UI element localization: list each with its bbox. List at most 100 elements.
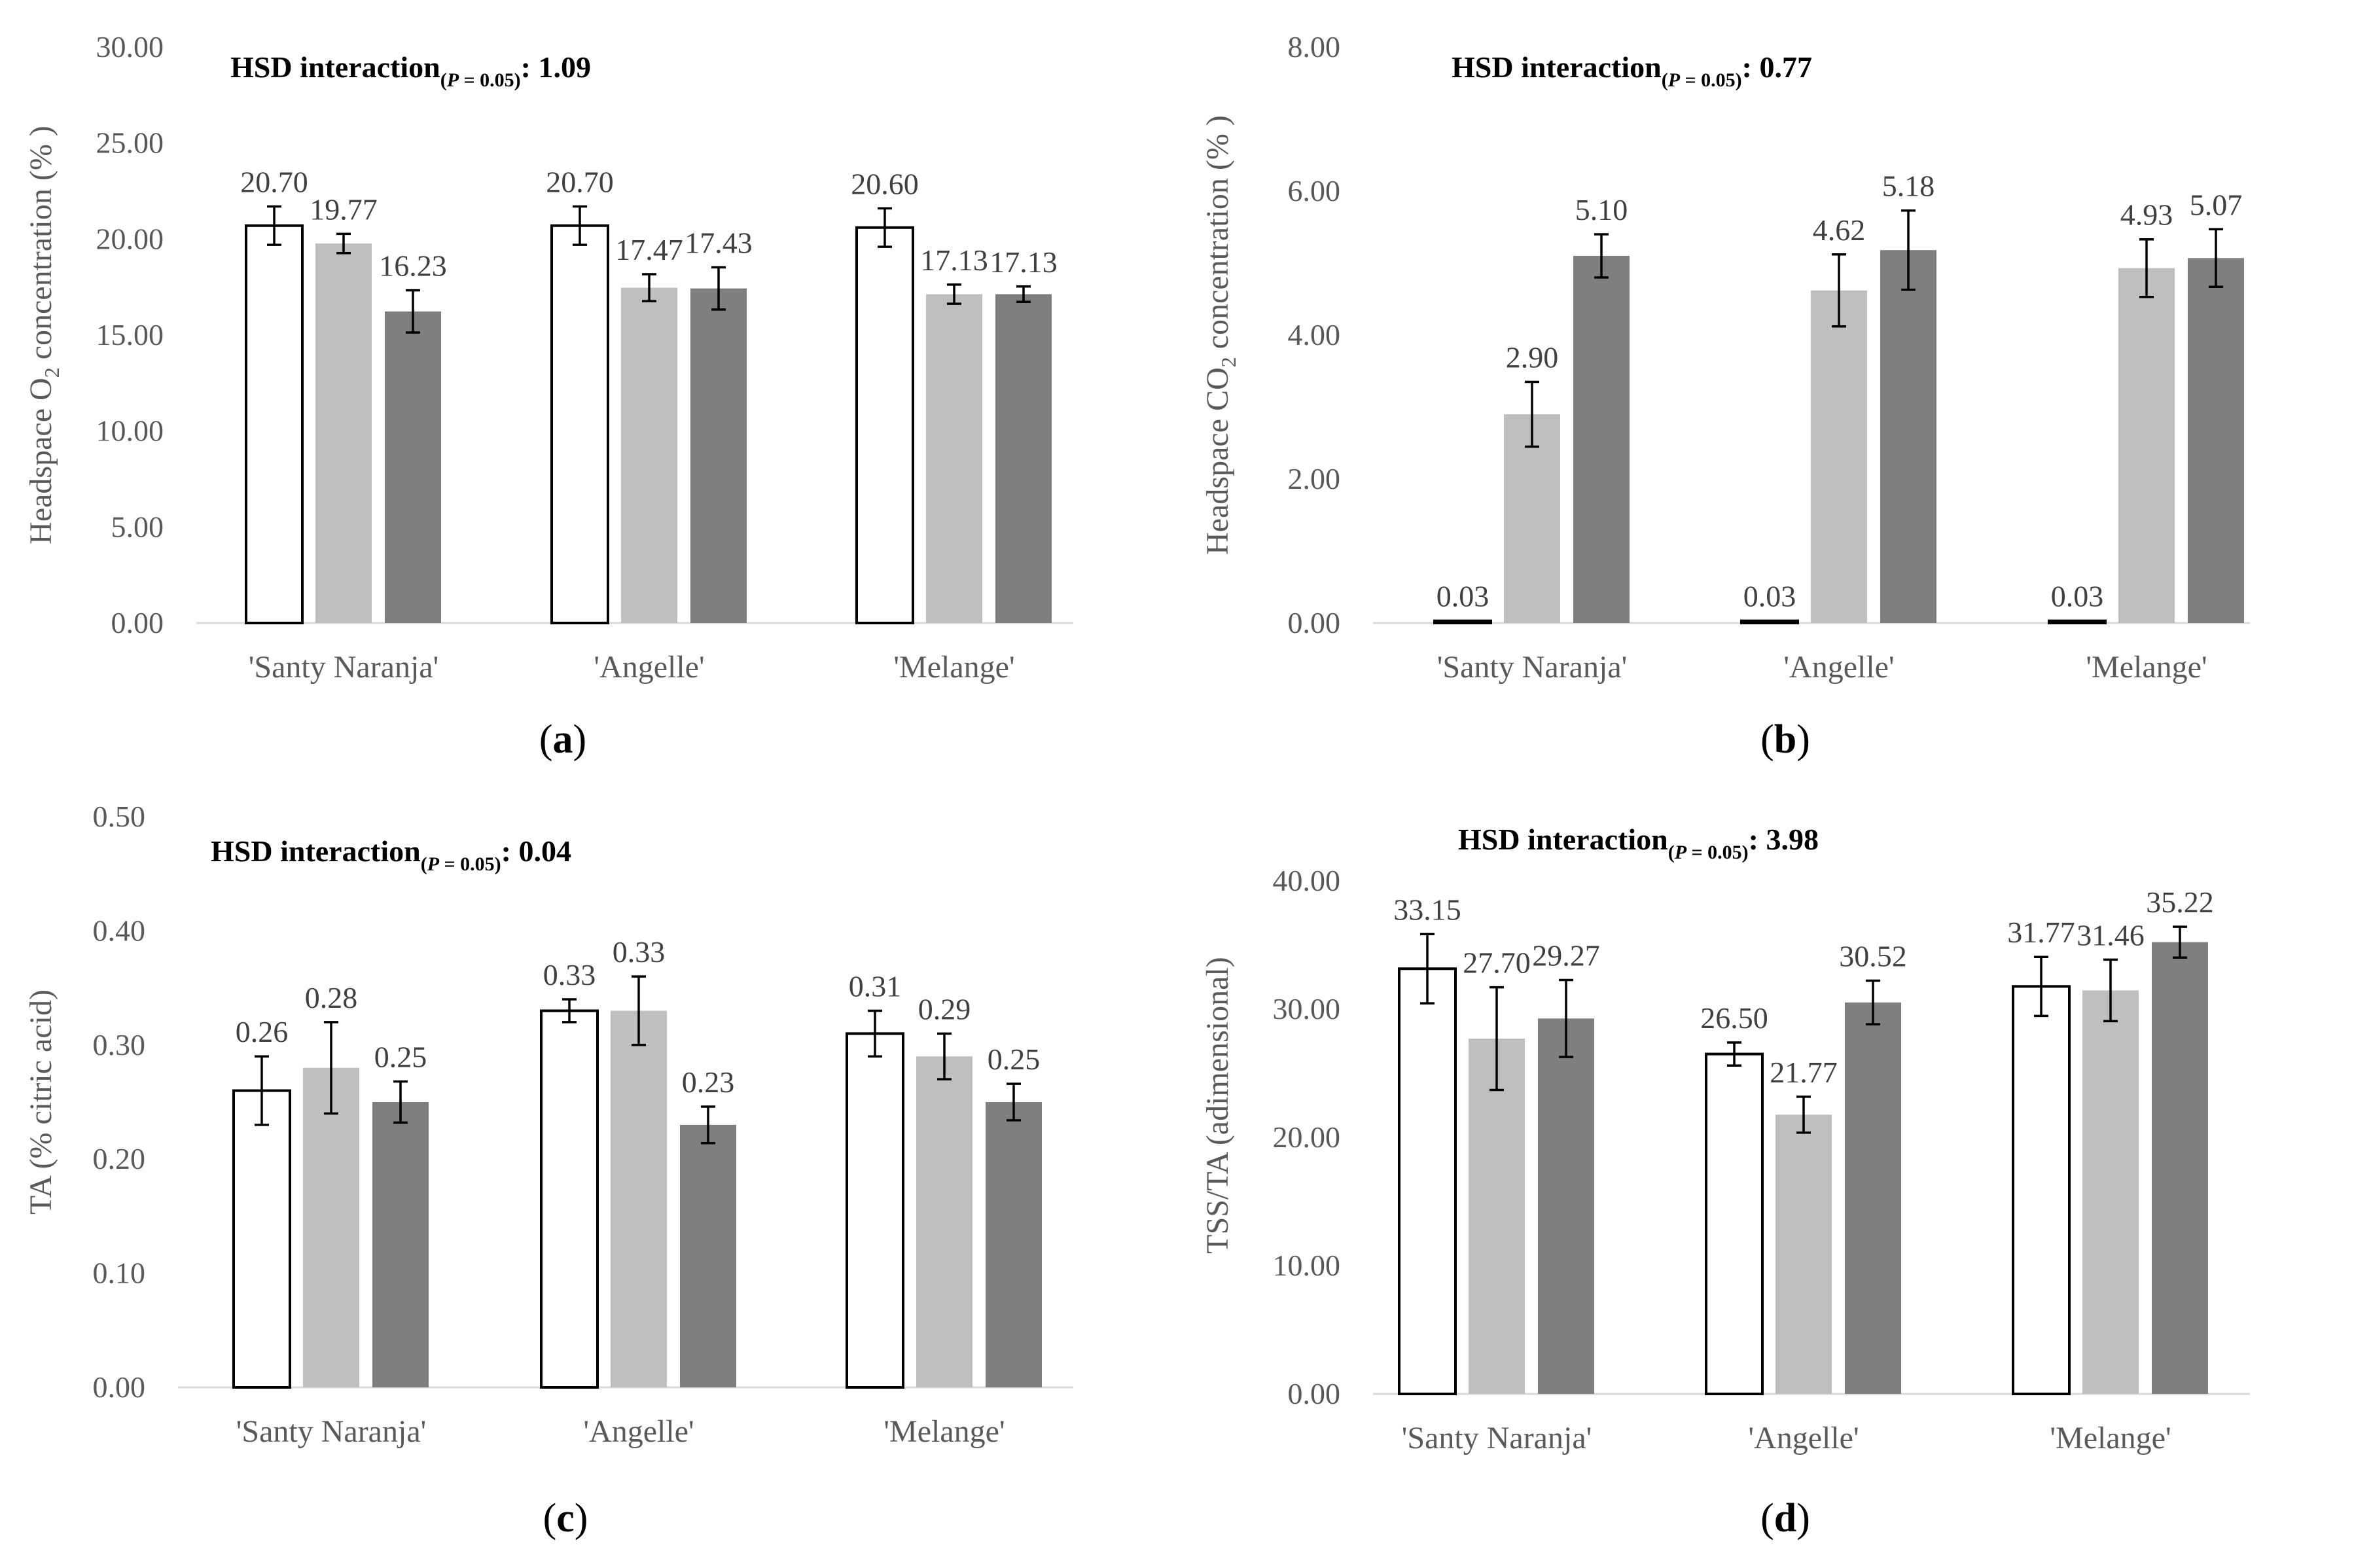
x-category-label: 'Santy Naranja'	[236, 1414, 427, 1449]
error-bar	[868, 1009, 882, 1058]
x-category-label: 'Angelle'	[594, 650, 704, 685]
bar-series-1-2	[855, 226, 914, 624]
data-label: 29.27	[1532, 939, 1600, 972]
y-tick-label: 6.00	[1288, 174, 1341, 207]
error-bar	[324, 1021, 338, 1115]
data-label: 20.70	[240, 165, 308, 198]
y-tick-label: 40.00	[1273, 864, 1341, 897]
panel-caption-a: (a)	[539, 717, 587, 762]
chart-svg-a: 0.00 5.00 10.00 15.00 20.00 25.00 30.00 Headspa…	[24, 30, 1073, 685]
chart-svg-d: 0.00 10.00 20.00 30.00 40.00 TSS/TA (adimensi…	[1200, 823, 2250, 1455]
data-label: 0.25	[374, 1041, 427, 1074]
bar-series-1-0	[245, 224, 304, 624]
data-label: 31.77	[2007, 916, 2075, 949]
bars: 20.70 20.70 20.60 19.77 17.47 17.13 16.23 17.43…	[240, 165, 1058, 624]
y-tick-label: 4.00	[1288, 318, 1341, 351]
data-label: 33.15	[1393, 893, 1461, 926]
chart-svg-b: 0.00 2.00 4.00 6.00 8.00 Headspace CO2 concen…	[1200, 30, 2250, 685]
chart-svg-c: 0.00 0.10 0.20 0.30 0.40 0.50 TA (% citric aci…	[24, 800, 1073, 1449]
x-category-label: 'Santy Naranja'	[1437, 650, 1628, 685]
error-bar	[642, 273, 656, 302]
data-label: 0.03	[2051, 580, 2104, 613]
x-category-label: 'Angelle'	[1748, 1421, 1859, 1455]
hsd-value: : 0.77	[1742, 50, 1812, 84]
bar-series-2-0	[1504, 414, 1560, 623]
x-category-label: 'Angelle'	[583, 1414, 694, 1449]
panel-caption-d: (d)	[1760, 1496, 1810, 1541]
hsd-annotation: HSD interaction(P = 0.05): 0.77	[1452, 50, 1812, 91]
bar-series-2-1	[621, 287, 677, 624]
hsd-value: : 0.04	[501, 834, 571, 868]
x-axis-categories: 'Santy Naranja' 'Angelle' 'Melange'	[1437, 650, 2207, 685]
data-label: 2.90	[1506, 341, 1559, 374]
data-label: 0.29	[918, 992, 971, 1025]
error-bar	[1007, 1082, 1021, 1122]
y-tick-label: 30.00	[96, 30, 164, 63]
panel-caption-c: (c)	[543, 1496, 588, 1541]
hsd-annotation: HSD interaction(P = 0.05): 0.04	[211, 834, 571, 875]
y-tick-label: 2.00	[1288, 462, 1341, 495]
bar-series-3-0	[385, 311, 441, 623]
data-label: 21.77	[1770, 1056, 1838, 1089]
bar-series-1-1	[1705, 1052, 1764, 1396]
bar-series-2-2	[916, 1056, 972, 1387]
y-axis-title: TA (% citric acid)	[24, 989, 58, 1215]
hsd-annotation: HSD interaction(P = 0.05): 1.09	[230, 50, 591, 91]
y-tick-label: 0.00	[1288, 1377, 1341, 1410]
bar-series-3-2	[986, 1102, 1042, 1387]
hsd-subscript: (P = 0.05)	[421, 853, 501, 875]
y-tick-label: 0.20	[93, 1142, 146, 1175]
chart-panel-d: 0.00 10.00 20.00 30.00 40.00 TSS/TA (adimensi…	[1177, 784, 2353, 1568]
data-label: 31.46	[2077, 918, 2145, 952]
error-bar	[2139, 238, 2154, 298]
hsd-value: : 1.09	[521, 50, 591, 84]
error-bar	[562, 998, 577, 1024]
x-category-label: 'Santy Naranja'	[1402, 1421, 1592, 1455]
bar-series-1-1	[540, 1009, 599, 1389]
error-bar	[2209, 228, 2223, 289]
bars: 0.03 0.03 0.03 2.90 4.62 4.93 5.10 5.18 5.07	[1433, 169, 2244, 625]
error-bar	[336, 232, 351, 255]
error-bar	[1594, 233, 1609, 279]
bar-series-1-2	[2048, 619, 2107, 625]
y-tick-label: 10.00	[1273, 1249, 1341, 1282]
data-label: 0.33	[613, 935, 666, 969]
bar-series-2-1	[611, 1010, 667, 1387]
data-label: 5.10	[1575, 193, 1628, 226]
error-bar	[1796, 1096, 1811, 1134]
bars: 0.26 0.33 0.31 0.28 0.33 0.29 0.25 0.23 0.25	[232, 935, 1042, 1389]
data-label: 5.07	[2190, 188, 2243, 221]
bar-series-1-2	[2012, 985, 2071, 1396]
data-label: 27.70	[1463, 946, 1531, 980]
data-label: 0.26	[236, 1015, 289, 1048]
error-bar	[2173, 925, 2187, 959]
data-label: 0.31	[849, 969, 902, 1003]
y-axis-title-part2: concentration (% )	[24, 126, 58, 367]
hsd-subscript: (P = 0.05)	[1668, 842, 1749, 863]
y-tick-label: 8.00	[1288, 30, 1341, 63]
bar-series-1-0	[1398, 967, 1457, 1395]
hsd-prefix: HSD interaction	[1452, 50, 1662, 84]
error-bar	[406, 289, 420, 334]
bar-series-2-0	[303, 1067, 359, 1387]
data-label: 26.50	[1700, 1001, 1768, 1035]
error-bar	[878, 207, 892, 248]
error-bar	[1901, 209, 1916, 291]
error-bar	[711, 266, 726, 311]
y-axis-title-part1: Headspace CO	[1200, 367, 1235, 555]
bar-series-1-1	[550, 224, 609, 624]
hsd-subscript: (P = 0.05)	[440, 69, 521, 91]
error-bar	[1489, 986, 1504, 1092]
y-axis-title: Headspace CO2 concentration (% )	[1200, 115, 1240, 555]
data-label: 0.33	[543, 958, 596, 991]
y-tick-label: 20.00	[1273, 1120, 1341, 1154]
x-category-label: 'Melange'	[883, 1414, 1005, 1449]
data-label: 19.77	[310, 192, 378, 226]
panel-caption-b: (b)	[1760, 717, 1810, 762]
bar-series-3-1	[690, 288, 747, 623]
y-tick-label: 0.50	[93, 800, 146, 833]
y-axis-title-part2: concentration (% )	[1200, 115, 1235, 357]
y-axis-title-part1: TA (% citric acid)	[24, 989, 58, 1215]
error-bar	[947, 283, 961, 305]
error-bar	[1559, 978, 1573, 1058]
